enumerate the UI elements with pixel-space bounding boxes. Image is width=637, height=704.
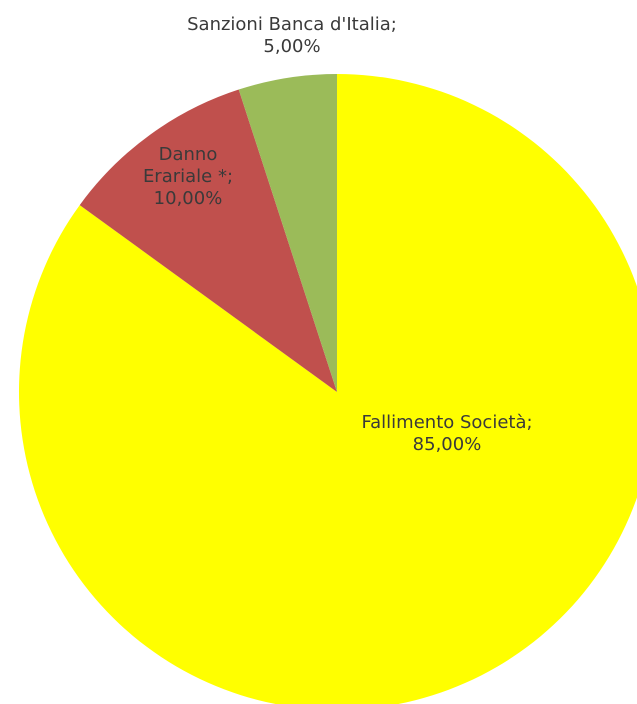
pie-labels: Fallimento Società; 85,00% Danno Erariale *… (143, 14, 533, 455)
label-sanzioni-banca-italia-line-0: Sanzioni Banca d'Italia; (187, 14, 397, 35)
label-danno-erariale: Danno Erariale *; 10,00% (143, 144, 233, 209)
label-danno-erariale-line-0: Danno (159, 144, 218, 165)
label-danno-erariale-line-2: 10,00% (154, 188, 223, 209)
slice-sanzioni-banca-italia (238, 74, 337, 392)
label-danno-erariale-line-1: Erariale *; (143, 166, 233, 187)
slice-danno-erariale (79, 89, 337, 392)
slice-fallimento-societa (19, 74, 637, 704)
label-sanzioni-banca-italia-line-1: 5,00% (263, 36, 320, 57)
pie-slices (19, 74, 637, 704)
label-fallimento-societa-line-0: Fallimento Società; (361, 412, 532, 433)
label-sanzioni-banca-italia: Sanzioni Banca d'Italia; 5,00% (187, 14, 397, 57)
label-fallimento-societa-line-1: 85,00% (413, 434, 482, 455)
label-fallimento-societa: Fallimento Società; 85,00% (361, 412, 532, 455)
